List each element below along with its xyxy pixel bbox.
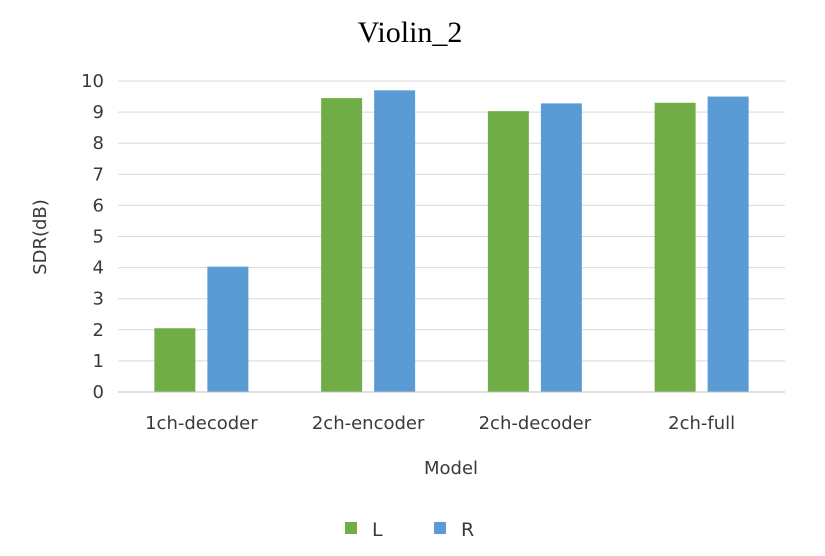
legend-label-l: L	[372, 519, 383, 541]
y-tick-label: 1	[93, 351, 104, 372]
bar-r-2ch-decoder	[540, 103, 582, 392]
bar-l-1ch-decoder	[154, 328, 196, 392]
x-tick-label: 2ch-full	[668, 413, 735, 434]
chart-title: Violin_2	[358, 16, 463, 49]
y-axis-label: SDR(dB)	[30, 199, 51, 275]
bar-l-2ch-encoder	[321, 98, 363, 392]
legend-label-r: R	[461, 519, 474, 541]
y-tick-label: 10	[81, 71, 104, 92]
y-tick-label: 6	[93, 195, 104, 216]
legend-swatch-r	[434, 522, 446, 534]
y-tick-label: 5	[93, 227, 104, 248]
legend-swatch-l	[345, 522, 357, 534]
x-tick-label: 1ch-decoder	[145, 413, 258, 434]
bar-r-1ch-decoder	[207, 266, 249, 392]
y-tick-label: 9	[93, 102, 104, 123]
bar-l-2ch-decoder	[487, 111, 529, 393]
x-tick-label: 2ch-encoder	[312, 413, 425, 434]
x-tick-label: 2ch-decoder	[479, 413, 592, 434]
y-tick-label: 2	[93, 320, 104, 341]
x-axis-ticks: 1ch-decoder 2ch-encoder 2ch-decoder 2ch-ful…	[145, 413, 735, 434]
y-axis-ticks: 0 1 2 3 4 5 6 7 8 9 10	[81, 71, 104, 403]
bar-r-2ch-full	[707, 96, 749, 393]
y-tick-label: 8	[93, 133, 104, 154]
y-tick-label: 7	[93, 164, 104, 185]
x-axis-label: Model	[424, 458, 478, 479]
y-tick-label: 3	[93, 289, 104, 310]
y-tick-label: 4	[93, 258, 104, 279]
y-tick-label: 0	[93, 382, 104, 403]
bar-r-2ch-encoder	[374, 90, 416, 392]
bars	[154, 90, 749, 393]
bar-l-2ch-full	[654, 102, 696, 393]
